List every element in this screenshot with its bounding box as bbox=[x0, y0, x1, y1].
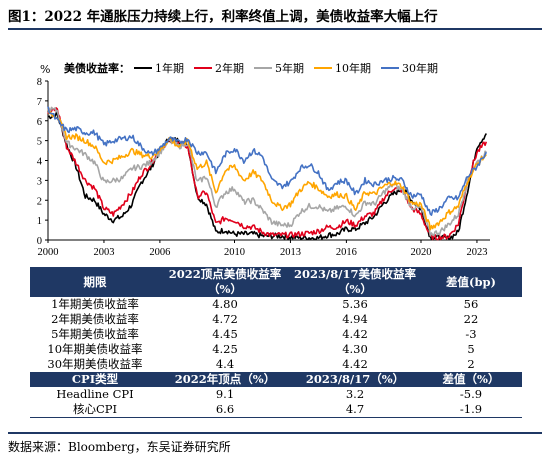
y-tick-label: 5 bbox=[37, 137, 42, 148]
table-cell: 1年期美债收益率 bbox=[51, 297, 139, 311]
header-2023-value: 2023/8/17美债收益率 （%） bbox=[290, 267, 420, 297]
y-tick-label: 1 bbox=[37, 216, 42, 227]
x-tick-label: 2006 bbox=[149, 247, 170, 258]
chart-legend: 美债收益率： 1年期 2年期 5年期 10年期 30年期 bbox=[64, 60, 448, 76]
header-cpi-2022-peak: 2022年顶点（%） bbox=[160, 372, 290, 387]
cpi-header-row: CPI类型 2022年顶点（%） 2023/8/17（%） 差值（%） bbox=[30, 372, 522, 387]
x-tick-label: 2003 bbox=[93, 247, 114, 258]
table-cell: 4.45 bbox=[212, 327, 238, 341]
table-cell: 4.80 bbox=[212, 297, 238, 311]
yield-comparison-table: 期限 2022顶点美债收益率 （%） 2023/8/17美债收益率 （%） 差值(b… bbox=[30, 267, 522, 418]
yield-comparison-table-wrap: 期限 2022顶点美债收益率 （%） 2023/8/17美债收益率 （%） 差值(b… bbox=[30, 267, 522, 418]
table-cell: 2年期美债收益率 bbox=[51, 312, 139, 326]
legend-item: 2年期 bbox=[194, 60, 244, 76]
legend-item: 30年期 bbox=[381, 60, 438, 76]
header-cpi-type: CPI类型 bbox=[30, 372, 160, 387]
table-cell: -1.9 bbox=[420, 402, 522, 418]
table-cell: Headline CPI bbox=[56, 387, 134, 401]
x-tick-label: 2023 bbox=[466, 247, 487, 258]
legend-label: 10年期 bbox=[335, 62, 371, 75]
series-line-5 bbox=[47, 106, 488, 216]
y-tick-label: 0 bbox=[37, 236, 42, 247]
legend-swatch bbox=[381, 67, 399, 69]
table-cell: 4.7 bbox=[290, 402, 420, 418]
table-cell: 2 bbox=[467, 357, 475, 371]
legend-swatch bbox=[254, 67, 272, 69]
table-cell: 6.6 bbox=[160, 402, 290, 418]
x-tick-label: 2010 bbox=[224, 247, 245, 258]
table-cell: 核心CPI bbox=[30, 402, 160, 418]
legend-item: 1年期 bbox=[134, 60, 184, 76]
header-diff-bp: 差值(bp) bbox=[420, 267, 522, 297]
legend-label: 1年期 bbox=[155, 62, 184, 75]
table-cell: 4.25 bbox=[212, 342, 238, 356]
table-cell: 4.72 bbox=[212, 312, 238, 326]
legend-swatch bbox=[134, 67, 152, 69]
header-2022-peak: 2022顶点美债收益率 （%） bbox=[160, 267, 290, 297]
x-tick-label: 2020 bbox=[410, 247, 431, 258]
legend-swatch bbox=[194, 67, 212, 69]
legend-item: 5年期 bbox=[254, 60, 304, 76]
table-cell: 4.4 bbox=[215, 357, 235, 371]
legend-items: 1年期 2年期 5年期 10年期 30年期 bbox=[134, 60, 448, 76]
table-header-row: 期限 2022顶点美债收益率 （%） 2023/8/17美债收益率 （%） 差值(b… bbox=[30, 267, 522, 297]
table-cell: 10年期美债收益率 bbox=[47, 342, 143, 356]
series-line-1 bbox=[47, 112, 487, 241]
y-tick-label: 3 bbox=[37, 176, 42, 187]
series-line-3 bbox=[47, 106, 487, 237]
table-cell: 22 bbox=[463, 312, 479, 326]
y-axis-unit: % bbox=[40, 63, 51, 76]
table-row: 2年期美债收益率 4.72 4.94 22 bbox=[30, 312, 522, 327]
legend-swatch bbox=[314, 67, 332, 69]
table-cell: -5.9 bbox=[459, 387, 483, 401]
legend-label: 30年期 bbox=[402, 62, 438, 75]
table-row: 核心CPI 6.6 4.7 -1.9 bbox=[30, 402, 522, 418]
table-cell: 30年期美债收益率 bbox=[47, 357, 143, 371]
table-cell: 9.1 bbox=[215, 387, 235, 401]
table-cell: 5 bbox=[467, 342, 475, 356]
table-row: Headline CPI 9.1 3.2 -5.9 bbox=[30, 387, 522, 402]
table-cell: 4.42 bbox=[342, 357, 368, 371]
header-cpi-diff: 差值（%） bbox=[420, 372, 522, 387]
y-tick-label: 4 bbox=[37, 157, 43, 168]
table-cell: 5.36 bbox=[342, 297, 368, 311]
legend-title: 美债收益率： bbox=[64, 62, 130, 75]
y-tick-label: 2 bbox=[37, 196, 42, 207]
x-tick-label: 2000 bbox=[38, 247, 59, 258]
table-cell: 5年期美债收益率 bbox=[51, 327, 139, 341]
table-row: 10年期美债收益率 4.25 4.30 5 bbox=[30, 342, 522, 357]
table-cell: 4.42 bbox=[342, 327, 368, 341]
legend-label: 5年期 bbox=[275, 62, 304, 75]
table-row: 5年期美债收益率 4.45 4.42 -3 bbox=[30, 327, 522, 342]
y-tick-label: 6 bbox=[37, 117, 42, 128]
header-tenor: 期限 bbox=[30, 267, 160, 297]
x-tick-label: 2013 bbox=[280, 247, 301, 258]
series-line-4 bbox=[47, 108, 487, 231]
y-tick-label: 7 bbox=[37, 97, 42, 108]
yield-line-chart: 0 1 2 3 4 5 6 7 8 2000 2003 2006 2010 2013 2016 2020 202… bbox=[37, 77, 490, 258]
legend-item: 10年期 bbox=[314, 60, 371, 76]
y-tick-label: 8 bbox=[37, 77, 42, 88]
table-cell: 3.2 bbox=[345, 387, 365, 401]
table-cell: 4.30 bbox=[342, 342, 368, 356]
legend-label: 2年期 bbox=[215, 62, 244, 75]
table-cell: -3 bbox=[465, 327, 477, 341]
x-tick-label: 2016 bbox=[336, 247, 357, 258]
figure-title: 图1：2022 年通胀压力持续上行，利率终值上调，美债收益率大幅上行 bbox=[8, 6, 542, 30]
table-row: 1年期美债收益率 4.80 5.36 56 bbox=[30, 297, 522, 312]
header-cpi-2023: 2023/8/17（%） bbox=[290, 372, 420, 387]
data-source-note: 数据来源：Bloomberg，东吴证券研究所 bbox=[8, 432, 542, 455]
table-cell: 56 bbox=[463, 297, 479, 311]
table-cell: 4.94 bbox=[342, 312, 368, 326]
table-row: 30年期美债收益率 4.4 4.42 2 bbox=[30, 357, 522, 372]
